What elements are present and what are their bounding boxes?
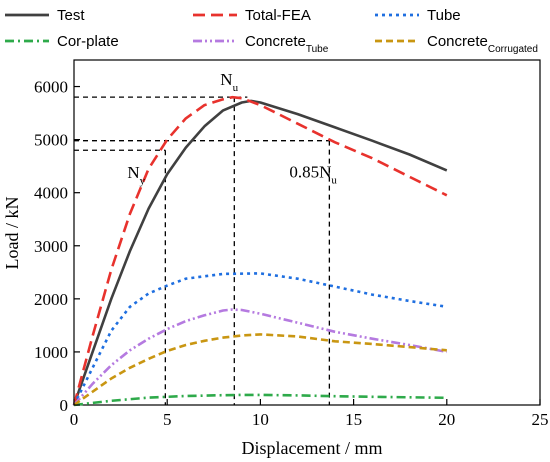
y-tick-label: 1000 — [34, 343, 68, 362]
plot-frame — [73, 59, 541, 406]
legend-label: ConcreteTube — [245, 33, 329, 55]
series-line-4 — [73, 308, 448, 406]
x-tick-label: 0 — [70, 410, 79, 429]
x-tick-label: 5 — [163, 410, 172, 429]
legend-label: ConcreteCorrugated — [427, 33, 538, 55]
legend-label: Tube — [427, 7, 461, 24]
series-line-0 — [72, 99, 448, 406]
annotation-label: Nu — [220, 70, 238, 94]
series-line-3 — [73, 393, 447, 407]
annotation-layer: Ny Nu 0.85Nu — [127, 70, 337, 187]
legend: Test Total-FEA Tube Cor-plate ConcreteTube Co… — [5, 7, 538, 55]
y-tick-label: 5000 — [34, 131, 68, 150]
legend-label: Test — [57, 7, 85, 24]
series-line-5 — [73, 333, 447, 407]
y-tick-label: 6000 — [34, 78, 68, 97]
plot-border — [73, 59, 541, 406]
y-axis-title: Load / kN — [2, 197, 22, 270]
series-line-2 — [72, 272, 447, 406]
legend-label: Total-FEA — [245, 7, 311, 24]
annotation-label: Ny — [127, 163, 145, 187]
axis-ticks: 0 5 10 15 20 25 0 1000 2000 3000 4000 5000 6000 — [34, 78, 549, 429]
x-tick-label: 10 — [252, 410, 269, 429]
series-layer — [72, 95, 448, 407]
guide-lines — [74, 96, 331, 405]
y-tick-label: 4000 — [34, 184, 68, 203]
legend-label: Cor-plate — [57, 33, 119, 50]
x-axis-title: Displacement / mm — [242, 438, 383, 458]
annotation-label: 0.85Nu — [289, 163, 337, 187]
y-tick-label: 0 — [60, 396, 69, 415]
y-tick-label: 3000 — [34, 237, 68, 256]
y-tick-label: 2000 — [34, 290, 68, 309]
series-line-1 — [72, 95, 448, 406]
x-tick-label: 20 — [438, 410, 455, 429]
x-tick-label: 25 — [532, 410, 549, 429]
x-tick-label: 15 — [345, 410, 362, 429]
